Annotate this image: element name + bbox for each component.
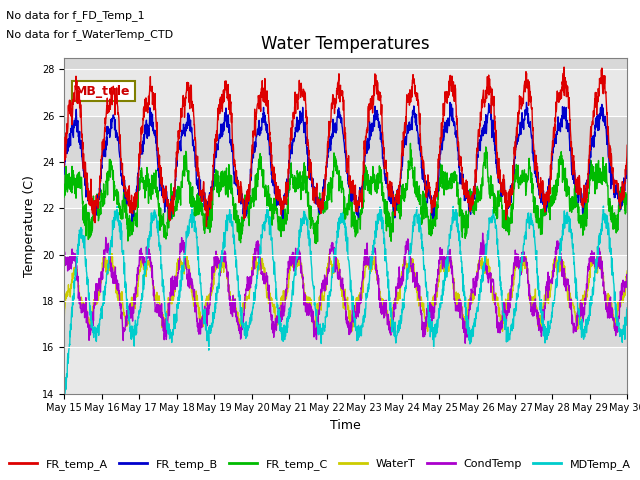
Text: No data for f_FD_Temp_1: No data for f_FD_Temp_1	[6, 10, 145, 21]
Text: MB_tule: MB_tule	[76, 84, 131, 97]
Y-axis label: Temperature (C): Temperature (C)	[23, 175, 36, 276]
Bar	[64, 58, 627, 69]
Bar	[64, 208, 627, 254]
Text: No data for f_WaterTemp_CTD: No data for f_WaterTemp_CTD	[6, 29, 173, 40]
X-axis label: Time: Time	[330, 419, 361, 432]
Title: Water Temperatures: Water Temperatures	[261, 35, 430, 53]
Bar	[64, 116, 627, 162]
Bar	[64, 301, 627, 347]
Legend: FR_temp_A, FR_temp_B, FR_temp_C, WaterT, CondTemp, MDTemp_A: FR_temp_A, FR_temp_B, FR_temp_C, WaterT,…	[5, 455, 635, 474]
